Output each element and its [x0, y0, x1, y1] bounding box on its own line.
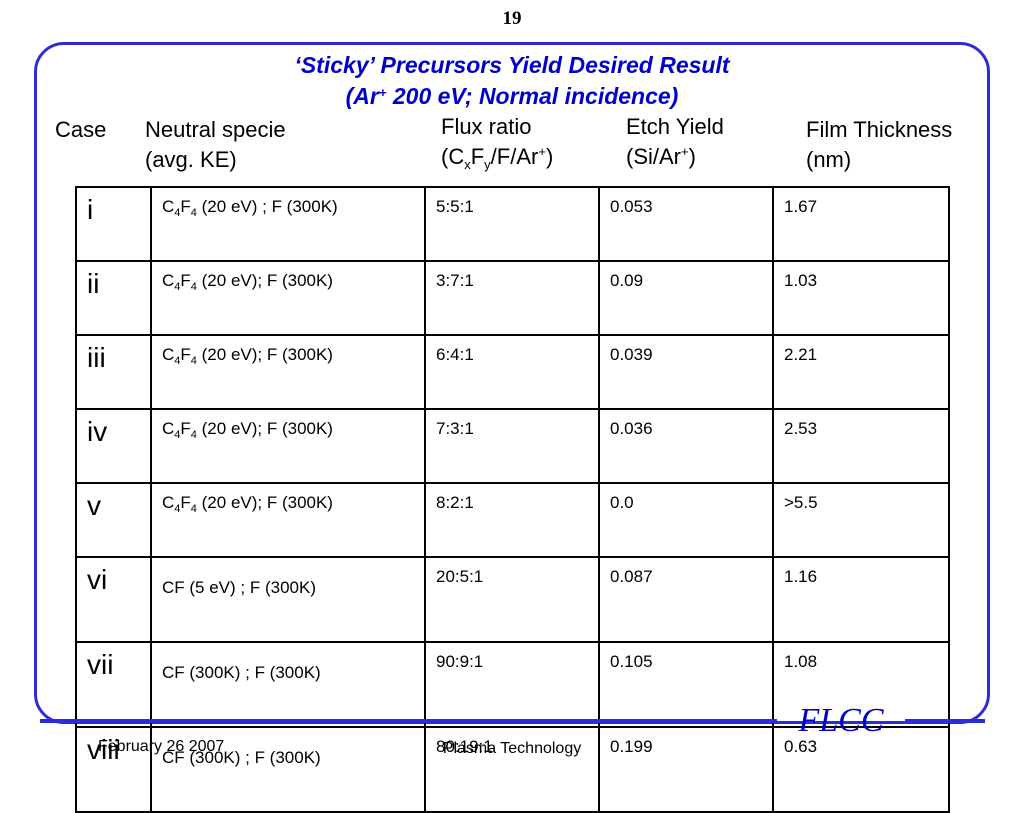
header-etch-yield: Etch Yield (Si/Ar+) — [626, 112, 724, 172]
species-cell: C4F4 (20 eV); F (300K) — [150, 334, 426, 410]
etch-text-a: (Si/Ar — [626, 144, 681, 169]
title-line-2-pre: (Ar — [345, 83, 379, 109]
flux-cell: 8:2:1 — [424, 482, 600, 558]
etch-cell: 0.039 — [598, 334, 774, 410]
header-film-line-1: Film Thickness — [806, 117, 953, 142]
film-cell: 1.03 — [772, 260, 950, 336]
species-cell: CF (300K) ; F (300K) — [150, 641, 426, 728]
flux-sub-y: y — [484, 157, 491, 172]
flux-text-c: /F/Ar — [490, 144, 539, 169]
species-cell: C4F4 (20 eV); F (300K) — [150, 408, 426, 484]
flux-text-b: F — [470, 144, 485, 169]
flux-text-a: (C — [441, 144, 465, 169]
species-cell: C4F4 (20 eV); F (300K) — [150, 260, 426, 336]
header-etch-line-1: Etch Yield — [626, 114, 724, 139]
film-cell: 1.16 — [772, 556, 950, 643]
etch-cell: 0.036 — [598, 408, 774, 484]
case-cell: ii — [75, 260, 152, 336]
header-flux-line-2: (CxFy/F/Ar+) — [441, 142, 553, 172]
table-row: iv C4F4 (20 eV); F (300K) 7:3:1 0.036 2.… — [75, 408, 950, 484]
table-row: iii C4F4 (20 eV); F (300K) 6:4:1 0.039 2… — [75, 334, 950, 410]
header-flux-ratio: Flux ratio (CxFy/F/Ar+) — [441, 112, 553, 172]
header-flux-line-1: Flux ratio — [441, 114, 532, 139]
table-row: i C4F4 (20 eV) ; F (300K) 5:5:1 0.053 1.… — [75, 186, 950, 262]
case-cell: i — [75, 186, 152, 262]
etch-cell: 0.087 — [598, 556, 774, 643]
species-cell: C4F4 (20 eV); F (300K) — [150, 482, 426, 558]
flux-cell: 20:5:1 — [424, 556, 600, 643]
title-line-1: ‘Sticky’ Precursors Yield Desired Result — [294, 52, 730, 78]
header-film-thickness: Film Thickness (nm) — [806, 115, 952, 175]
etch-sup: + — [681, 144, 689, 159]
footer-rule-right — [905, 719, 985, 723]
footer-date: February 26 2007 — [98, 738, 225, 755]
flcc-logo: FLCC — [798, 702, 884, 739]
header-neutral-line-1: Neutral specie — [145, 117, 286, 142]
etch-cell: 0.053 — [598, 186, 774, 262]
film-cell: 2.53 — [772, 408, 950, 484]
case-cell: iv — [75, 408, 152, 484]
film-cell: 1.08 — [772, 641, 950, 728]
footer-rule-left — [40, 719, 777, 723]
flux-sup: + — [538, 144, 546, 159]
film-cell: 1.67 — [772, 186, 950, 262]
table-row: v C4F4 (20 eV); F (300K) 8:2:1 0.0 >5.5 — [75, 482, 950, 558]
table-row: vii CF (300K) ; F (300K) 90:9:1 0.105 1.… — [75, 641, 950, 728]
title-line-2-sup: + — [378, 85, 387, 100]
header-case: Case — [55, 117, 107, 142]
flux-cell: 3:7:1 — [424, 260, 600, 336]
flux-cell: 6:4:1 — [424, 334, 600, 410]
title-line-2: (Ar+ 200 eV; Normal incidence) — [0, 81, 1024, 112]
etch-cell: 0.0 — [598, 482, 774, 558]
etch-cell: 0.09 — [598, 260, 774, 336]
table-row: ii C4F4 (20 eV); F (300K) 3:7:1 0.09 1.0… — [75, 260, 950, 336]
header-neutral-specie: Neutral specie (avg. KE) — [145, 115, 286, 175]
etch-text-b: ) — [688, 144, 696, 169]
case-cell: v — [75, 482, 152, 558]
page-number: 19 — [502, 8, 522, 29]
case-cell: iii — [75, 334, 152, 410]
species-cell: C4F4 (20 eV) ; F (300K) — [150, 186, 426, 262]
flux-cell: 90:9:1 — [424, 641, 600, 728]
species-cell: CF (5 eV) ; F (300K) — [150, 556, 426, 643]
flux-cell: 7:3:1 — [424, 408, 600, 484]
etch-cell: 0.105 — [598, 641, 774, 728]
film-cell: 2.21 — [772, 334, 950, 410]
flux-sub-x: x — [464, 157, 471, 172]
header-etch-line-2: (Si/Ar+) — [626, 142, 724, 172]
case-cell: vi — [75, 556, 152, 643]
slide-title: ‘Sticky’ Precursors Yield Desired Result… — [0, 50, 1024, 112]
title-line-2-post: 200 eV; Normal incidence) — [386, 83, 679, 109]
footer-text: Plasma Technology — [442, 740, 582, 757]
case-cell: vii — [75, 641, 152, 728]
header-film-line-2: (nm) — [806, 147, 852, 172]
film-cell: >5.5 — [772, 482, 950, 558]
flux-text-d: ) — [545, 144, 554, 169]
flux-cell: 5:5:1 — [424, 186, 600, 262]
header-neutral-line-2: (avg. KE) — [145, 147, 237, 172]
table-row: vi CF (5 eV) ; F (300K) 20:5:1 0.087 1.1… — [75, 556, 950, 643]
